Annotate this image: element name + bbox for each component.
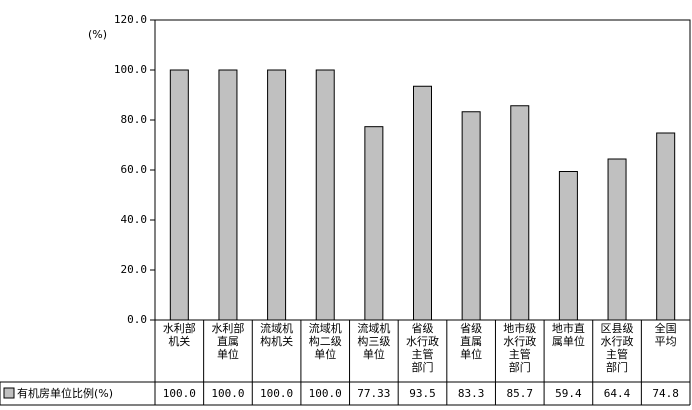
table-value: 100.0 bbox=[162, 387, 196, 400]
y-tick-label: 100.0 bbox=[114, 63, 147, 76]
bar bbox=[267, 69, 287, 321]
legend-label: 有机房单位比例(%) bbox=[17, 387, 114, 400]
x-tick-label: 水利部 直属 单位 bbox=[211, 322, 245, 361]
table-value: 93.5 bbox=[409, 387, 436, 400]
y-axis-label: (%) bbox=[88, 28, 108, 41]
bar bbox=[169, 69, 189, 321]
x-tick-label: 流域机 构三级 单位 bbox=[357, 322, 391, 361]
x-tick-label: 流域机 构二级 单位 bbox=[308, 322, 342, 361]
y-tick-label: 40.0 bbox=[121, 213, 148, 226]
table-value: 83.3 bbox=[457, 387, 485, 400]
bar bbox=[218, 69, 238, 321]
bar bbox=[558, 171, 578, 321]
y-tick-label: 80.0 bbox=[121, 113, 148, 126]
bar bbox=[315, 69, 335, 321]
bar bbox=[413, 85, 432, 321]
table-value: 59.4 bbox=[555, 387, 582, 400]
bar bbox=[510, 105, 530, 321]
y-tick-label: 120.0 bbox=[114, 13, 147, 26]
x-tick-label: 水利部 机关 bbox=[162, 322, 196, 348]
x-tick-label: 省级 水行政 主管 部门 bbox=[405, 322, 439, 374]
x-tick-label: 地市直 属单位 bbox=[551, 322, 585, 348]
y-tick-label: 60.0 bbox=[121, 163, 148, 176]
x-tick-label: 流域机 构机关 bbox=[260, 322, 294, 348]
x-tick-label: 省级 直属 单位 bbox=[460, 322, 483, 361]
x-tick-label: 区县级 水行政 主管 部门 bbox=[600, 322, 634, 374]
y-tick-label: 20.0 bbox=[121, 263, 148, 276]
bar bbox=[461, 111, 481, 321]
bar bbox=[607, 158, 627, 321]
table-value: 85.7 bbox=[506, 387, 534, 400]
table-value: 100.0 bbox=[308, 387, 342, 400]
bar bbox=[656, 132, 676, 321]
table-value: 64.4 bbox=[603, 387, 631, 400]
table-value: 100.0 bbox=[211, 387, 245, 400]
table-value: 77.33 bbox=[357, 387, 391, 400]
legend-swatch bbox=[3, 387, 15, 399]
x-tick-label: 全国 平均 bbox=[654, 322, 677, 348]
table-value: 74.8 bbox=[652, 387, 679, 400]
y-tick-label: 0.0 bbox=[127, 313, 147, 326]
table-value: 100.0 bbox=[260, 387, 294, 400]
x-tick-label: 地市级 水行政 主管 部门 bbox=[503, 322, 537, 374]
bar bbox=[364, 126, 384, 321]
